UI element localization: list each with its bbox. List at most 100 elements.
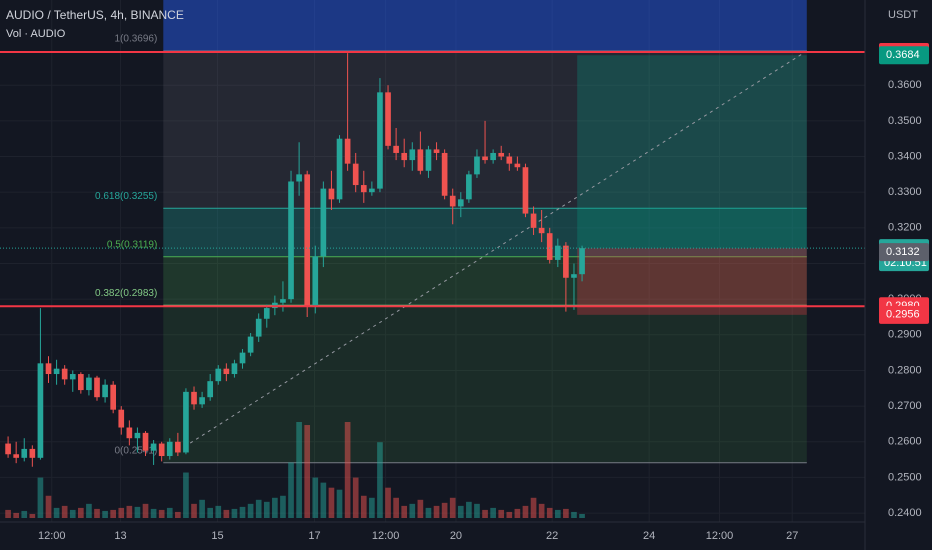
- volume-bar: [239, 506, 246, 518]
- volume-bar: [29, 513, 36, 518]
- candle-body: [530, 213, 537, 228]
- x-tick-label: 24: [643, 530, 655, 542]
- candle-body: [134, 432, 141, 439]
- volume-bar: [207, 507, 214, 518]
- y-tick-label: 0.3500: [888, 115, 922, 127]
- candle-body: [191, 391, 197, 405]
- plot-area: 1(0.3696) 0.618(0.3255) 0.5(0.3119) 0.382(0…: [0, 0, 865, 522]
- volume-bar: [280, 495, 286, 518]
- candle-body: [563, 245, 569, 278]
- volume-bar: [571, 511, 577, 518]
- volume-bar: [21, 510, 28, 518]
- volume-bar: [530, 497, 537, 518]
- volume-bar: [304, 425, 311, 518]
- candle-body: [69, 374, 76, 380]
- fib-label: 0.382(0.2983): [95, 288, 157, 299]
- candle-body: [13, 454, 19, 458]
- fib-zone: [163, 0, 807, 51]
- fib-zone: [163, 305, 807, 463]
- volume-bar: [126, 505, 133, 518]
- candle-body: [546, 233, 553, 260]
- candle-body: [94, 377, 100, 398]
- x-tick-label: 12:00: [38, 530, 66, 542]
- price-label-bg: [879, 243, 929, 262]
- volume-bar: [514, 508, 521, 518]
- candle-body: [369, 188, 375, 193]
- candle-body: [215, 368, 222, 382]
- volume-bar: [538, 503, 545, 518]
- candle-body: [336, 138, 343, 200]
- y-tick-label: 0.2800: [888, 364, 922, 376]
- volume-bar: [150, 508, 157, 518]
- candle-body: [158, 443, 165, 457]
- fib-label: 0.5(0.3119): [107, 239, 157, 250]
- volume-bar: [377, 442, 383, 518]
- candle-body: [207, 381, 214, 398]
- volume-bar: [61, 505, 68, 518]
- volume-bar: [433, 505, 440, 518]
- candle-body: [498, 152, 505, 157]
- candle-body: [288, 181, 294, 300]
- y-tick-label: 0.3400: [888, 150, 922, 162]
- candle-body: [344, 138, 351, 164]
- x-tick-label: 17: [308, 530, 320, 542]
- volume-bar: [191, 503, 197, 518]
- candle-body: [401, 152, 408, 161]
- candle-body: [223, 368, 230, 375]
- candle-body: [110, 384, 117, 410]
- candle-body: [482, 156, 488, 161]
- candle-body: [393, 145, 399, 153]
- x-tick-label: 27: [786, 530, 798, 542]
- candle-body: [449, 195, 456, 207]
- candle-body: [280, 299, 286, 303]
- x-tick-label: 12:00: [706, 530, 734, 542]
- volume-bar: [110, 509, 117, 518]
- price-label: 0.2956: [886, 309, 920, 321]
- candle-body: [45, 363, 52, 375]
- volume-bar: [401, 505, 408, 518]
- volume-bar: [94, 508, 100, 518]
- candle-body: [5, 443, 11, 455]
- candle-body: [296, 174, 302, 182]
- candle-body: [377, 92, 383, 189]
- fib-label: 0(0.2541): [114, 445, 157, 456]
- y-tick-label: 0.3200: [888, 222, 922, 234]
- candle-body: [239, 352, 246, 364]
- volume-bar: [482, 509, 488, 518]
- candle-body: [166, 441, 173, 457]
- axis-unit: USDT: [888, 9, 918, 21]
- volume-bar: [223, 509, 230, 518]
- candle-body: [352, 163, 359, 186]
- y-tick-label: 0.2500: [888, 471, 922, 483]
- volume-bar: [158, 509, 165, 518]
- candle-body: [255, 318, 262, 337]
- price-label-bg: [879, 305, 929, 324]
- x-tick-label: 12:00: [372, 530, 400, 542]
- volume-bar: [344, 422, 351, 518]
- volume-bar: [255, 499, 262, 518]
- volume-bar: [466, 501, 472, 518]
- volume-bar: [13, 512, 19, 518]
- price-label: 0.3132: [886, 246, 920, 258]
- price-label-bg: [879, 46, 929, 65]
- volume-bar: [320, 482, 327, 518]
- y-tick-label: 0.3600: [888, 79, 922, 91]
- candle-body: [175, 441, 181, 453]
- fib-zone: [163, 256, 807, 306]
- candle-body: [490, 152, 496, 161]
- candle-body: [312, 256, 319, 307]
- candle-body: [126, 427, 133, 439]
- volume-bar: [352, 477, 359, 518]
- volume-bar: [490, 507, 496, 518]
- volume-bar: [102, 510, 108, 518]
- volume-bar: [554, 509, 561, 518]
- volume-bar: [393, 497, 399, 518]
- candle-body: [514, 163, 521, 168]
- volume-bar: [142, 503, 149, 518]
- candle-body: [409, 149, 416, 161]
- volume-bar: [215, 505, 222, 518]
- candle-body: [29, 448, 36, 458]
- volume-bar: [53, 507, 60, 518]
